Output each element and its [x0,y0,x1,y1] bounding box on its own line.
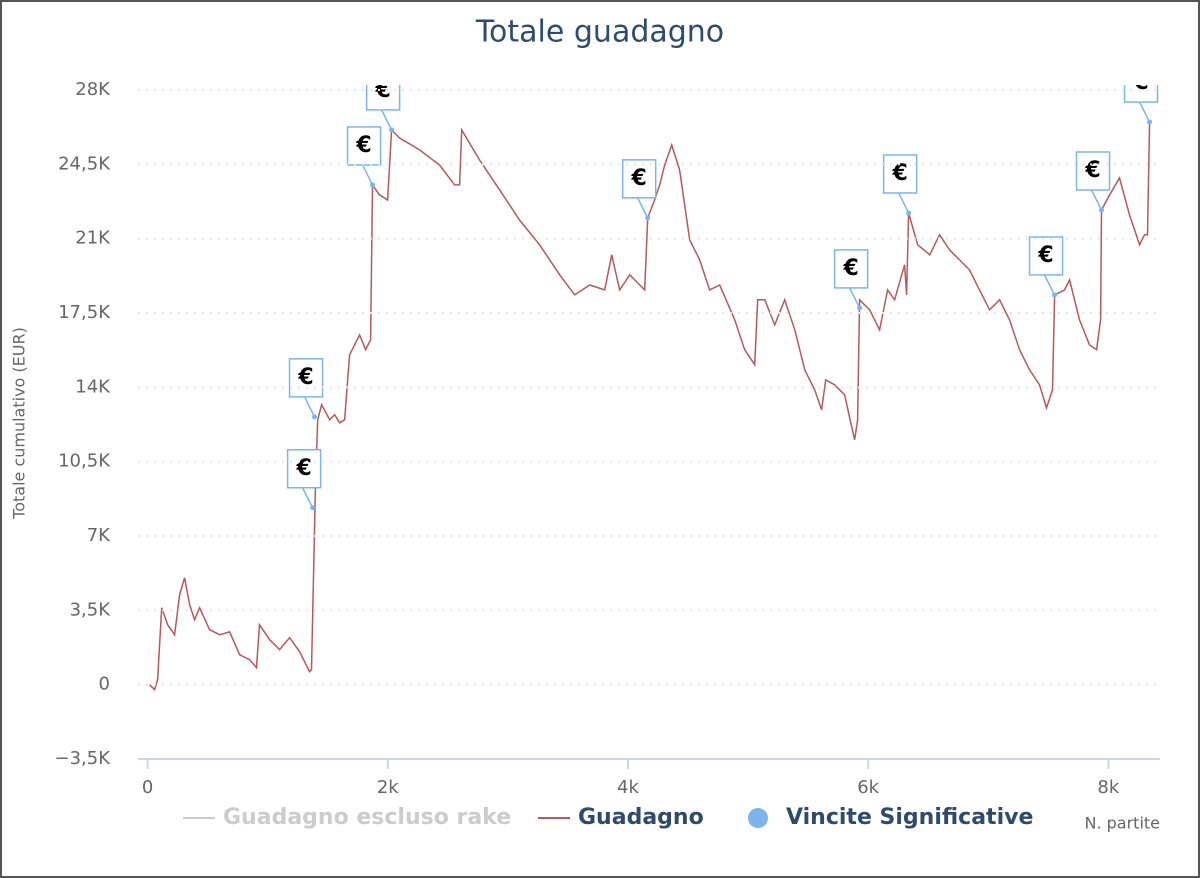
flag-connector [1090,189,1103,211]
plot-area: €€€€€€€€€€ [149,70,1159,692]
point [370,182,376,188]
flag-label: € [891,161,907,186]
point [1099,207,1105,213]
line-series [149,122,1151,692]
legend-symbol [748,808,768,828]
flag-box [1028,236,1064,276]
point [389,127,395,133]
flag-label: € [295,456,311,481]
y-tick-label: 3,5K [70,599,112,620]
flag-label: € [355,133,371,158]
legend-label: Guadagno escluso rake [223,805,511,830]
x-tick-label: 6k [857,777,879,798]
flag-connector [303,396,316,418]
x-tick-label: 2k [377,777,399,798]
flag-box [621,159,657,199]
point [1052,292,1058,298]
legend-label: Vincite Significative [786,805,1033,830]
flag-connector [637,197,649,219]
point [906,210,912,216]
y-tick-label: 0 [99,674,110,695]
flag-connector [1138,101,1151,123]
flag-connector [848,287,861,309]
flag-box [1075,151,1111,191]
x-tick-label: 4k [617,777,639,798]
y-tick-label: −3,5K [54,748,111,769]
flag-label: € [1037,243,1053,268]
point [1147,119,1153,125]
flag-connector [380,109,393,131]
flag-label: € [1132,70,1148,95]
x-tick-label: 0 [142,777,153,798]
y-tick-label: 21K [75,228,111,249]
chart-title: Totale guadagno [475,15,724,50]
y-tick-label: 28K [75,79,111,100]
point [310,505,316,511]
point [857,305,863,311]
point [312,414,318,420]
x-axis-title: N. partite [1084,814,1160,833]
y-tick-label: 14K [75,376,111,397]
flag-label: € [297,365,313,390]
y-tick-label: 7K [87,525,111,546]
flag-connector [361,164,374,186]
flag-label: € [842,256,858,281]
x-tick-label: 8k [1097,777,1119,798]
y-tick-label: 10,5K [58,451,111,472]
flag-box [1123,85,1159,103]
flag-label: € [631,166,647,191]
flag-connector [1043,274,1056,296]
legend-label: Guadagno [578,805,704,830]
flag-connector [301,487,314,509]
flag-connector [897,192,910,214]
flag-box [346,126,382,166]
point [645,215,651,221]
flag-box [882,154,918,194]
flag-box [288,358,324,398]
y-tick-label: 24,5K [58,153,111,174]
flag-box [286,449,322,489]
flag-box [833,249,869,289]
flag-label: € [1084,158,1100,183]
y-tick-label: 17,5K [58,302,111,323]
y-axis-title: Totale cumulativo (EUR) [10,327,29,520]
